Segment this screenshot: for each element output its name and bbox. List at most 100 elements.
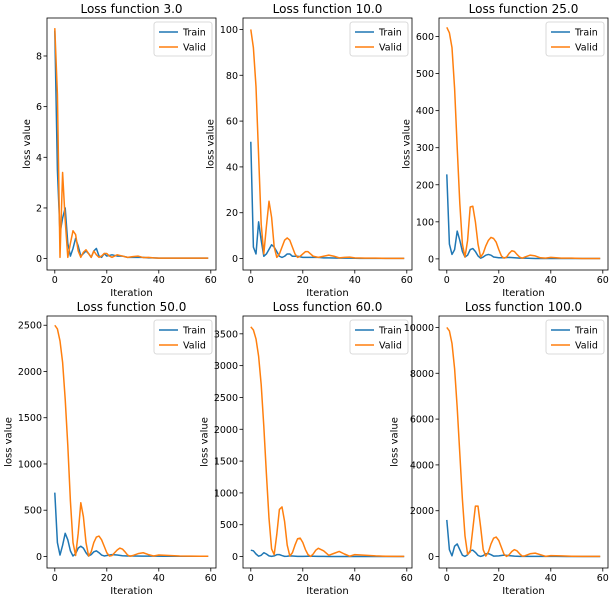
legend-label-train: Train bbox=[182, 326, 206, 337]
y-axis-label: loss value bbox=[390, 417, 401, 467]
y-tick-label: 600 bbox=[416, 32, 434, 43]
x-tick-label: 60 bbox=[597, 275, 609, 286]
y-tick-label: 1000 bbox=[18, 459, 42, 470]
x-tick-label: 60 bbox=[401, 573, 413, 584]
y-tick-label: 3000 bbox=[214, 361, 238, 372]
axes-frame bbox=[438, 17, 609, 271]
legend: Train Valid bbox=[349, 21, 409, 57]
chart-title: Loss function 100.0 bbox=[465, 300, 582, 314]
subplot-1: 0 20 40 60 0 2 4 6 8 Loss function 3.0 Iteration lo… bbox=[22, 2, 217, 299]
plot-area bbox=[243, 316, 412, 568]
y-tick-label: 100 bbox=[220, 25, 238, 36]
y-tick-label: 8 bbox=[36, 51, 42, 62]
x-axis-label: Iteration bbox=[110, 586, 152, 595]
y-tick-label: 0 bbox=[232, 552, 238, 563]
x-tick-label: 0 bbox=[248, 275, 254, 286]
subplot-6: 0 20 40 60 0 2000 4000 6000 8000 10000 Loss functi… bbox=[390, 300, 609, 595]
y-tick-label: 400 bbox=[416, 106, 434, 117]
y-tick-label: 6000 bbox=[410, 415, 434, 426]
legend: Train Valid bbox=[153, 21, 213, 57]
y-tick-label: 4000 bbox=[410, 460, 434, 471]
series-line-valid bbox=[54, 28, 209, 259]
legend-label-valid: Valid bbox=[379, 43, 402, 54]
x-tick-label: 20 bbox=[297, 275, 309, 286]
x-tick-label: 60 bbox=[205, 573, 217, 584]
y-tick-label: 500 bbox=[416, 69, 434, 80]
y-tick-label: 6 bbox=[36, 102, 42, 113]
y-tick-label: 0 bbox=[428, 254, 434, 265]
legend: Train Valid bbox=[545, 319, 605, 355]
chart-title: Loss function 10.0 bbox=[273, 2, 383, 16]
x-tick-label: 40 bbox=[545, 275, 557, 286]
legend-label-valid: Valid bbox=[183, 43, 206, 54]
series-line-valid bbox=[250, 326, 405, 558]
y-axis-label: loss value bbox=[22, 119, 33, 169]
plot-area bbox=[439, 18, 608, 270]
x-tick-label: 60 bbox=[205, 275, 217, 286]
chart-title: Loss function 60.0 bbox=[273, 300, 383, 314]
chart-title: Loss function 25.0 bbox=[469, 2, 579, 16]
legend: Train Valid bbox=[349, 319, 409, 355]
y-tick-label: 2 bbox=[36, 203, 42, 214]
y-tick-label: 0 bbox=[36, 254, 42, 265]
x-tick-label: 60 bbox=[401, 275, 413, 286]
legend-label-train: Train bbox=[574, 28, 598, 39]
series-line-train bbox=[54, 492, 209, 558]
legend: Train Valid bbox=[153, 319, 213, 355]
legend-label-train: Train bbox=[378, 326, 402, 337]
legend-label-valid: Valid bbox=[575, 341, 598, 352]
y-tick-label: 2500 bbox=[18, 321, 42, 332]
chart-title: Loss function 50.0 bbox=[77, 300, 187, 314]
x-tick-label: 40 bbox=[153, 275, 165, 286]
plot-area bbox=[47, 316, 216, 568]
legend: Train Valid bbox=[545, 21, 605, 57]
x-tick-label: 20 bbox=[101, 275, 113, 286]
y-tick-label: 0 bbox=[428, 552, 434, 563]
x-tick-label: 0 bbox=[52, 275, 58, 286]
y-axis-label: loss value bbox=[206, 119, 217, 169]
x-tick-label: 20 bbox=[297, 573, 309, 584]
y-tick-label: 2500 bbox=[214, 393, 238, 404]
y-tick-label: 500 bbox=[24, 506, 42, 517]
x-tick-label: 40 bbox=[349, 275, 361, 286]
chart-title: Loss function 3.0 bbox=[80, 2, 182, 16]
legend-label-train: Train bbox=[574, 326, 598, 337]
series-line-valid bbox=[250, 29, 405, 260]
y-tick-label: 1500 bbox=[214, 457, 238, 468]
x-tick-label: 0 bbox=[444, 275, 450, 286]
y-tick-label: 200 bbox=[416, 180, 434, 191]
y-tick-label: 500 bbox=[220, 520, 238, 531]
y-tick-label: 3500 bbox=[214, 329, 238, 340]
legend-label-valid: Valid bbox=[575, 43, 598, 54]
legend-label-valid: Valid bbox=[183, 341, 206, 352]
plot-area bbox=[439, 316, 608, 568]
x-axis-label: Iteration bbox=[306, 586, 348, 595]
y-tick-label: 80 bbox=[226, 71, 238, 82]
x-tick-label: 0 bbox=[248, 573, 254, 584]
subplot-5: 0 20 40 60 0 500 1000 1500 2000 2500 3000 3500 Loss … bbox=[200, 300, 413, 595]
y-tick-label: 2000 bbox=[214, 425, 238, 436]
plot-area bbox=[47, 18, 216, 270]
subplot-4: 0 20 40 60 0 500 1000 1500 2000 2500 Loss function… bbox=[4, 300, 217, 595]
x-tick-label: 0 bbox=[444, 573, 450, 584]
x-tick-label: 60 bbox=[597, 573, 609, 584]
y-tick-label: 300 bbox=[416, 143, 434, 154]
x-axis-label: Iteration bbox=[502, 586, 544, 595]
plot-area bbox=[243, 18, 412, 270]
y-tick-label: 0 bbox=[36, 552, 42, 563]
x-tick-label: 20 bbox=[101, 573, 113, 584]
x-tick-label: 20 bbox=[493, 275, 505, 286]
y-tick-label: 2000 bbox=[18, 367, 42, 378]
y-tick-label: 1000 bbox=[214, 488, 238, 499]
y-axis-label: loss value bbox=[200, 417, 211, 467]
x-tick-label: 0 bbox=[52, 573, 58, 584]
x-tick-label: 40 bbox=[545, 573, 557, 584]
series-line-valid bbox=[54, 324, 209, 558]
x-tick-label: 40 bbox=[153, 573, 165, 584]
axes-frame bbox=[438, 315, 609, 569]
y-tick-label: 2000 bbox=[410, 506, 434, 517]
axes-frame bbox=[242, 17, 413, 271]
axes-frame bbox=[242, 315, 413, 569]
